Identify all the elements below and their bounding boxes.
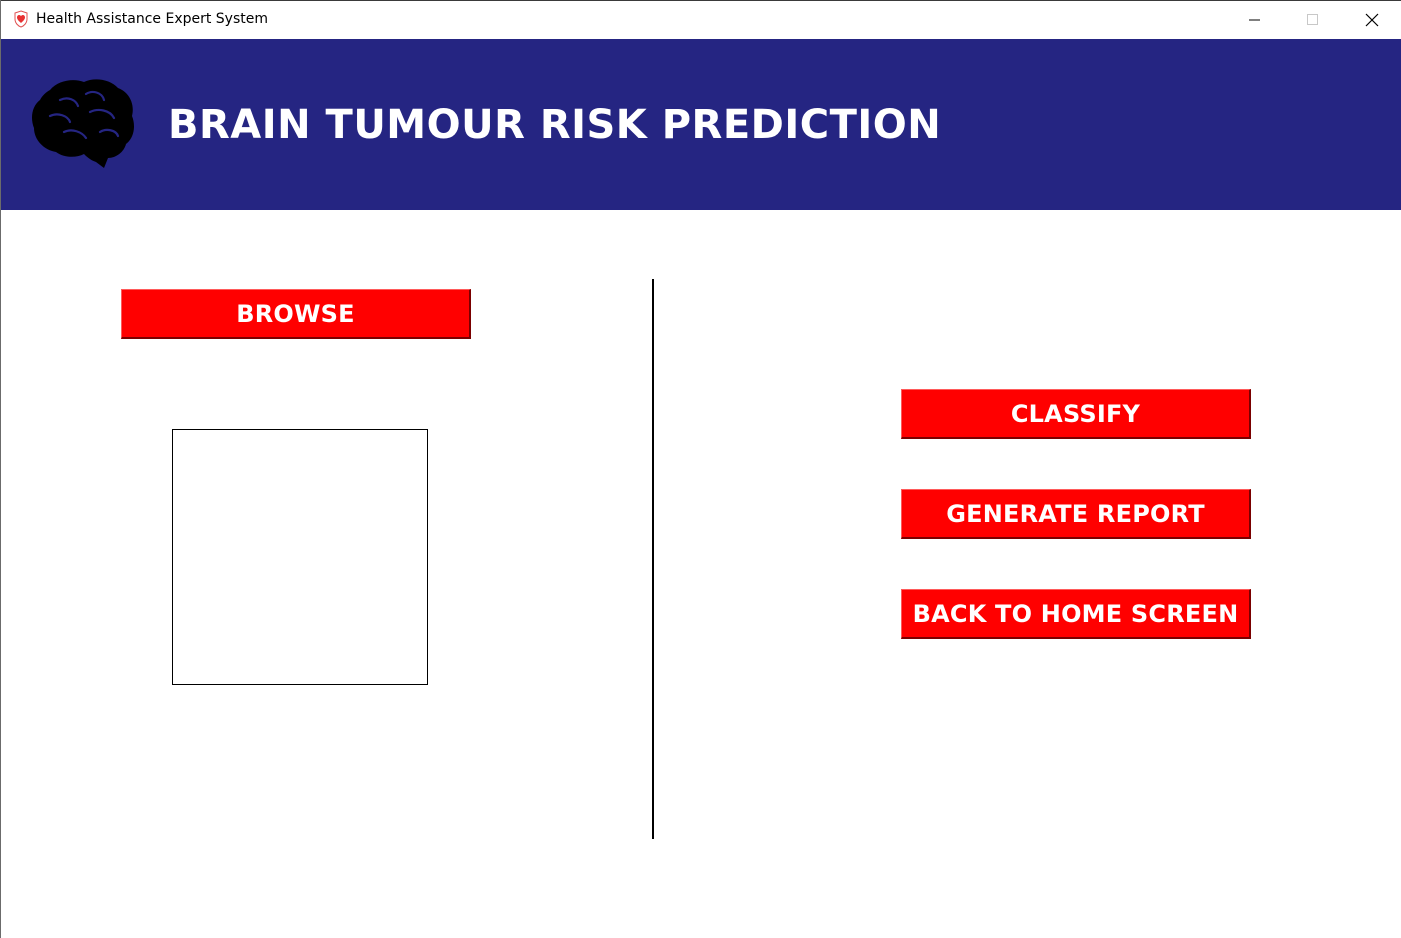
close-icon [1365,13,1379,27]
window-title: Health Assistance Expert System [36,11,269,27]
image-preview [172,429,428,685]
brain-icon [32,79,134,168]
vertical-divider [652,279,654,839]
heart-shield-icon [14,10,28,28]
browse-button[interactable]: BROWSE [121,289,471,339]
generate-report-button[interactable]: GENERATE REPORT [901,489,1251,539]
page-title: BRAIN TUMOUR RISK PREDICTION [168,102,942,148]
close-button[interactable] [1343,1,1401,39]
header-banner: BRAIN TUMOUR RISK PREDICTION [1,39,1401,210]
back-to-home-button[interactable]: BACK TO HOME SCREEN [901,589,1251,639]
minimize-button[interactable] [1226,1,1284,39]
title-bar[interactable]: Health Assistance Expert System [1,0,1401,39]
maximize-button[interactable] [1284,1,1342,39]
maximize-icon [1307,14,1318,25]
minimize-icon [1249,19,1260,21]
classify-button[interactable]: CLASSIFY [901,389,1251,439]
